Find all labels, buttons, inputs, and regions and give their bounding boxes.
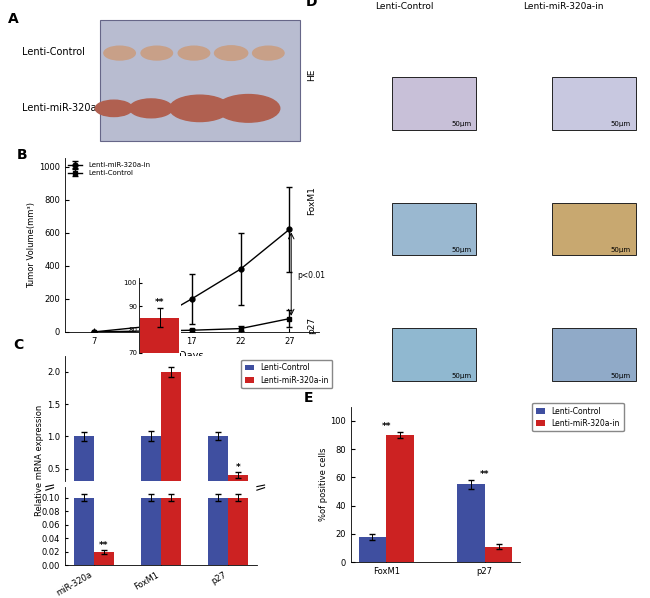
Text: 50μm: 50μm <box>452 121 472 127</box>
Bar <box>386 435 414 562</box>
Circle shape <box>170 95 229 121</box>
Legend: Lenti-Control, Lenti-miR-320a-in: Lenti-Control, Lenti-miR-320a-in <box>241 359 333 388</box>
Circle shape <box>141 46 172 60</box>
Text: 50μm: 50μm <box>452 373 472 379</box>
Bar <box>485 547 512 562</box>
Text: E: E <box>304 391 313 405</box>
FancyBboxPatch shape <box>552 203 636 255</box>
FancyBboxPatch shape <box>393 203 476 255</box>
Bar <box>73 498 94 565</box>
FancyBboxPatch shape <box>393 328 476 381</box>
Text: C: C <box>13 338 23 352</box>
Text: p<0.01: p<0.01 <box>297 271 325 280</box>
Text: D: D <box>306 0 317 9</box>
FancyBboxPatch shape <box>552 77 636 130</box>
Bar <box>141 437 161 501</box>
Bar <box>228 498 248 565</box>
Text: **: ** <box>480 469 489 478</box>
Text: Relative mRNA expression: Relative mRNA expression <box>34 405 44 516</box>
Text: **: ** <box>155 298 164 307</box>
FancyBboxPatch shape <box>393 77 476 130</box>
Text: B: B <box>17 148 27 162</box>
Text: **: ** <box>382 422 391 431</box>
Text: 50μm: 50μm <box>611 373 631 379</box>
Bar <box>94 551 114 565</box>
Text: FoxM1: FoxM1 <box>307 186 317 215</box>
FancyBboxPatch shape <box>99 20 300 141</box>
Bar <box>141 498 161 565</box>
Bar <box>73 437 94 501</box>
Text: 50μm: 50μm <box>611 247 631 253</box>
Legend: Lenti-miR-320a-in, Lenti-Control: Lenti-miR-320a-in, Lenti-Control <box>68 162 150 176</box>
Text: **: ** <box>99 541 109 550</box>
Bar <box>208 498 228 565</box>
Text: *: * <box>236 463 240 472</box>
Circle shape <box>178 46 210 60</box>
Legend: Lenti-Control, Lenti-miR-320a-in: Lenti-Control, Lenti-miR-320a-in <box>532 402 623 431</box>
Text: HE: HE <box>307 69 317 81</box>
Text: Lenti-Control: Lenti-Control <box>376 2 434 11</box>
Text: 50μm: 50μm <box>611 121 631 127</box>
Text: Lenti-miR-320a-in: Lenti-miR-320a-in <box>524 2 604 11</box>
Text: Lenti-Control: Lenti-Control <box>22 47 85 57</box>
Bar <box>208 437 228 501</box>
Text: p27: p27 <box>307 318 317 334</box>
Circle shape <box>253 46 284 60</box>
Bar <box>161 372 181 501</box>
Circle shape <box>214 46 248 60</box>
Text: A: A <box>8 12 19 26</box>
Text: Lenti-miR-320a-in: Lenti-miR-320a-in <box>22 103 109 114</box>
X-axis label: Days: Days <box>179 351 204 361</box>
Y-axis label: Tumor Volume(mm³): Tumor Volume(mm³) <box>27 202 36 288</box>
Circle shape <box>129 99 172 118</box>
Bar <box>228 475 248 501</box>
Y-axis label: %of positive cells: %of positive cells <box>318 448 328 521</box>
Circle shape <box>96 100 133 117</box>
FancyBboxPatch shape <box>552 328 636 381</box>
Circle shape <box>217 94 280 122</box>
Bar <box>161 498 181 565</box>
Bar <box>359 536 386 562</box>
Circle shape <box>104 46 135 60</box>
Text: 50μm: 50μm <box>452 247 472 253</box>
Bar <box>457 484 485 562</box>
